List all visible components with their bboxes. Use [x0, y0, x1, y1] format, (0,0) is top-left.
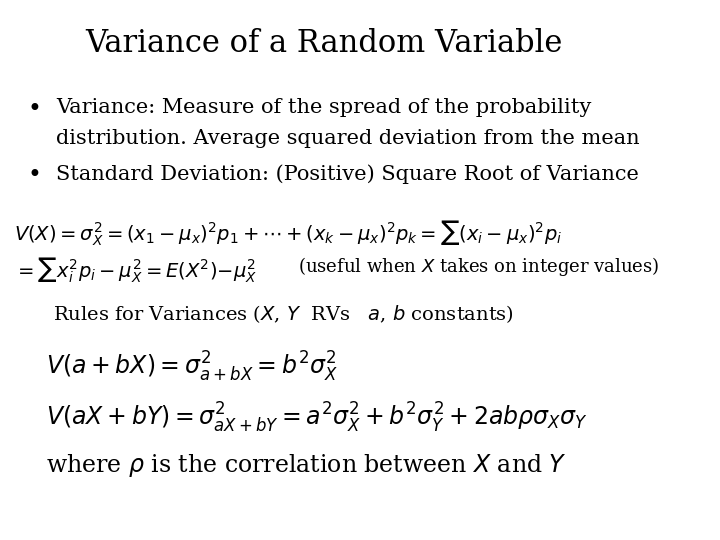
Text: •: • [27, 164, 41, 187]
Text: where $\rho$ is the correlation between $X$ and $Y$: where $\rho$ is the correlation between … [47, 453, 567, 480]
Text: $=\sum x_i^2p_i-\mu_X^2=E(X^2)\mathrm{-}\mu_X^2$: $=\sum x_i^2p_i-\mu_X^2=E(X^2)\mathrm{-}… [14, 255, 257, 285]
Text: Standard Deviation: (Positive) Square Root of Variance: Standard Deviation: (Positive) Square Ro… [56, 164, 639, 184]
Text: (useful when $X$ takes on integer values): (useful when $X$ takes on integer values… [297, 255, 659, 278]
Text: $V(X)=\sigma^2_X=(x_1-\mu_x)^2p_1+\cdots+(x_k-\mu_x)^2p_k=\sum(x_i-\mu_x)^2p_i$: $V(X)=\sigma^2_X=(x_1-\mu_x)^2p_1+\cdots… [14, 219, 562, 248]
Text: $V(a+bX)=\sigma^2_{a+bX}=b^2\sigma^2_X$: $V(a+bX)=\sigma^2_{a+bX}=b^2\sigma^2_X$ [47, 350, 338, 384]
Text: Variance of a Random Variable: Variance of a Random Variable [85, 28, 562, 59]
Text: distribution. Average squared deviation from the mean: distribution. Average squared deviation … [56, 129, 640, 148]
Text: Rules for Variances ($X$, $Y$  RVs   $a$, $b$ constants): Rules for Variances ($X$, $Y$ RVs $a$, $… [53, 302, 514, 325]
Text: Variance: Measure of the spread of the probability: Variance: Measure of the spread of the p… [56, 98, 592, 117]
Text: •: • [27, 98, 41, 121]
Text: $V(aX+bY)=\sigma^2_{aX+bY}=a^2\sigma^2_X+b^2\sigma^2_Y+2ab\rho\sigma_X\sigma_Y$: $V(aX+bY)=\sigma^2_{aX+bY}=a^2\sigma^2_X… [47, 401, 588, 435]
